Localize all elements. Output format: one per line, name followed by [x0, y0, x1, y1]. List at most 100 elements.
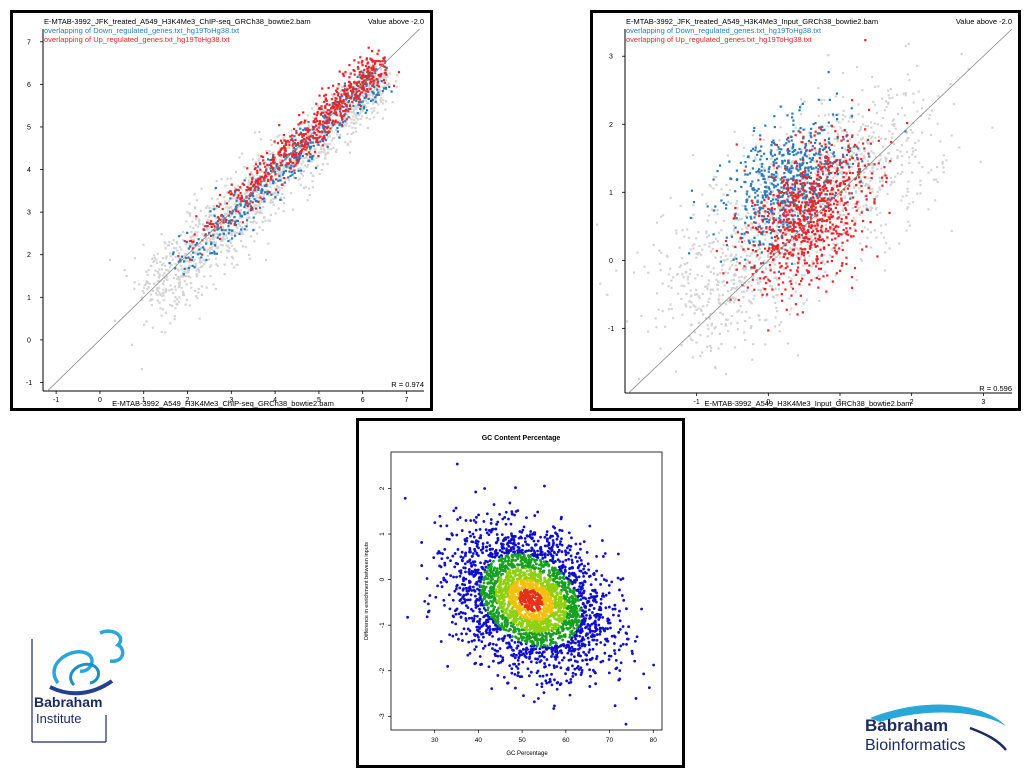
- input-background-point: [800, 205, 804, 208]
- input-background-point: [767, 245, 770, 248]
- chipseq-up-point: [342, 99, 345, 102]
- input-background-point: [680, 284, 683, 287]
- chipseq-background-point: [255, 210, 258, 213]
- input-background-point: [785, 133, 788, 136]
- chipseq-up-point: [305, 143, 309, 146]
- input-background-point: [889, 87, 892, 91]
- chipseq-background-point: [230, 231, 233, 235]
- chipseq-down-point: [302, 129, 305, 132]
- input-background-point: [900, 199, 903, 202]
- input-background-point: [897, 112, 900, 115]
- input-background-point: [941, 160, 944, 164]
- input-down-point: [850, 192, 853, 195]
- chipseq-background-point: [222, 235, 225, 238]
- input-background-point: [936, 122, 939, 125]
- chipseq-up-point: [377, 74, 380, 77]
- input-up-point: [792, 223, 795, 226]
- chipseq-background-point: [371, 94, 375, 98]
- input-up-point: [770, 250, 773, 253]
- chipseq-background-point: [223, 263, 226, 266]
- chipseq-background-point: [373, 74, 376, 77]
- chipseq-background-point: [356, 89, 359, 92]
- input-up-point: [851, 99, 854, 102]
- input-background-point: [785, 212, 789, 215]
- input-background-point: [939, 140, 942, 143]
- input-background-point: [732, 224, 735, 227]
- input-background-point: [803, 256, 806, 260]
- chipseq-down-point: [266, 190, 269, 194]
- chipseq-up-point: [322, 136, 325, 139]
- input-background-point: [762, 259, 766, 263]
- chipseq-down-point: [310, 157, 314, 160]
- chipseq-background-point: [361, 103, 364, 106]
- input-up-point: [829, 227, 832, 230]
- input-up-point: [822, 214, 825, 217]
- chipseq-background-point: [168, 303, 172, 307]
- input-background-point: [838, 200, 841, 203]
- chipseq-up-point: [280, 183, 283, 186]
- chipseq-down-point: [376, 88, 379, 91]
- chipseq-background-point: [165, 275, 169, 278]
- chipseq-up-point: [368, 74, 371, 77]
- input-down-point: [782, 212, 786, 215]
- input-up-point: [860, 184, 863, 188]
- chipseq-down-point: [343, 82, 346, 85]
- input-up-point: [866, 138, 870, 142]
- input-background-point: [830, 280, 833, 283]
- chipseq-up-point: [340, 105, 343, 108]
- chipseq-up-point: [366, 88, 369, 91]
- chipseq-background-point: [143, 283, 146, 287]
- chipseq-down-point: [294, 144, 297, 148]
- chipseq-background-point: [171, 288, 174, 291]
- chipseq-up-point: [376, 84, 379, 87]
- chipseq-background-point: [239, 209, 243, 212]
- chipseq-up-point: [359, 56, 362, 59]
- chipseq-background-point: [258, 199, 262, 203]
- input-up-point: [735, 143, 738, 146]
- chipseq-background-point: [248, 179, 251, 182]
- input-background-point: [806, 202, 809, 205]
- chipseq-down-point: [243, 199, 246, 203]
- chipseq-up-point: [213, 225, 216, 228]
- input-background-point: [760, 295, 764, 299]
- chipseq-background-point: [230, 221, 233, 224]
- chipseq-up-point: [273, 140, 276, 143]
- chipseq-background-point: [142, 286, 146, 289]
- chipseq-background-point: [164, 277, 167, 280]
- chipseq-background-point: [250, 201, 253, 204]
- input-up-point: [769, 269, 772, 272]
- chipseq-background-point: [307, 124, 310, 127]
- input-down-point: [828, 98, 831, 101]
- chipseq-down-point: [263, 191, 267, 194]
- input-up-point: [856, 200, 859, 203]
- chipseq-background-point: [335, 148, 338, 151]
- chipseq-down-point: [357, 103, 360, 106]
- input-background-point: [792, 190, 796, 193]
- chipseq-up-point: [270, 175, 273, 178]
- input-background-point: [773, 167, 776, 170]
- input-background-point: [750, 325, 753, 328]
- chipseq-up-point: [304, 132, 307, 136]
- chipseq-down-point: [207, 232, 211, 235]
- chipseq-background-point: [345, 110, 348, 113]
- chipseq-down-point: [293, 171, 296, 175]
- chipseq-background-point: [382, 75, 385, 78]
- input-up-point: [869, 142, 873, 145]
- chipseq-background-point: [234, 249, 237, 252]
- chipseq-background-point: [226, 221, 229, 224]
- input-up-point: [825, 219, 828, 223]
- input-background-point: [732, 229, 736, 232]
- input-background-point: [750, 302, 753, 305]
- chipseq-background-point: [279, 155, 282, 159]
- input-background-point: [706, 287, 709, 291]
- chipseq-down-point: [313, 125, 316, 129]
- chipseq-background-point: [377, 82, 380, 86]
- input-up-point: [816, 222, 819, 225]
- input-background-point: [887, 89, 890, 92]
- chipseq-up-point: [225, 202, 229, 205]
- chipseq-background-point: [175, 302, 178, 306]
- chipseq-background-point: [149, 298, 152, 301]
- chipseq-background-point: [312, 116, 315, 120]
- chipseq-up-point: [365, 94, 368, 97]
- chipseq-background-point: [277, 186, 280, 189]
